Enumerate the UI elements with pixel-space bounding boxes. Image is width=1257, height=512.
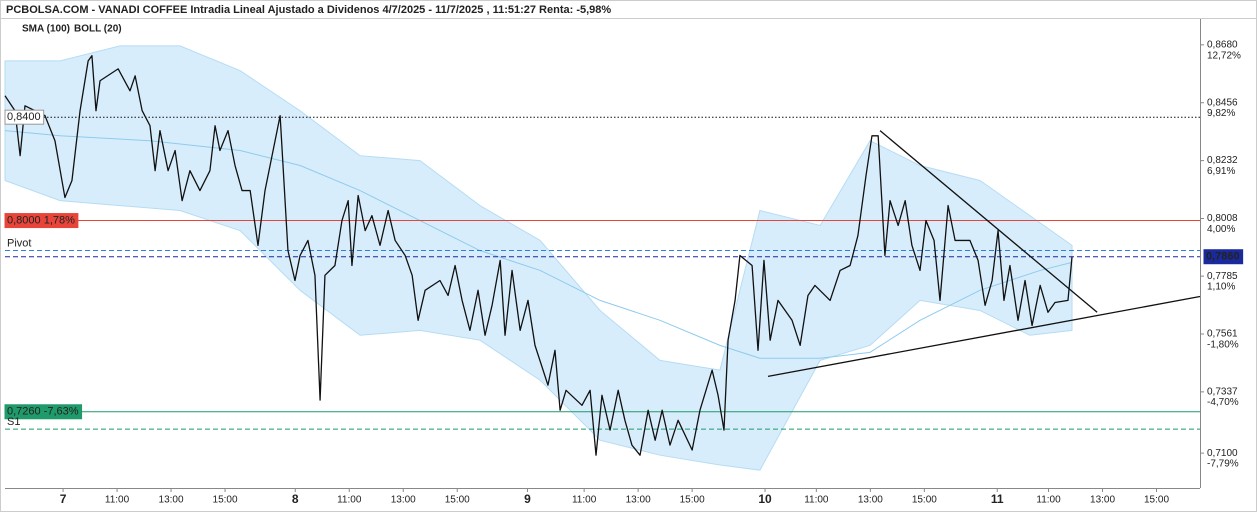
x-tick-label: 13:00 xyxy=(858,495,883,506)
y-tick-label: 0,7100 xyxy=(1207,448,1238,459)
x-tick-label: 11 xyxy=(991,492,1004,506)
level-label-text: 0,8400 xyxy=(7,111,41,123)
trendline xyxy=(879,130,1098,313)
level-label-text: 0,8000 1,78% xyxy=(7,214,75,226)
x-tick-label: 8 xyxy=(292,492,299,506)
y-tick-label: 0,8008 xyxy=(1207,213,1238,224)
trendline xyxy=(767,295,1201,378)
level-label: 0,8000 1,78% xyxy=(4,213,79,229)
level-label-text: S1 xyxy=(7,416,20,428)
y2-tick-label: -4,70% xyxy=(1207,397,1239,408)
x-tick-label: 11:00 xyxy=(804,495,829,506)
x-tick-label: 11:00 xyxy=(105,495,130,506)
y-tick-label: 0,8456 xyxy=(1207,97,1238,108)
y2-tick-label: 12,72% xyxy=(1207,51,1241,62)
x-tick-label: 13:00 xyxy=(1090,495,1115,506)
y2-tick-label: 1,10% xyxy=(1207,282,1235,293)
price-line xyxy=(4,55,1073,456)
x-tick-label: 13:00 xyxy=(626,495,651,506)
y-tick-label: 0,8232 xyxy=(1207,155,1238,166)
y-tick-label: 0,8680 xyxy=(1207,39,1238,50)
level-label: Pivot xyxy=(7,237,31,249)
level-label-box xyxy=(4,213,79,229)
x-tick-label: 15:00 xyxy=(213,495,238,506)
x-tick-label: 13:00 xyxy=(391,495,416,506)
x-tick-label: 7 xyxy=(60,492,67,506)
x-tick-label: 9 xyxy=(524,492,531,506)
y2-tick-label: -1,80% xyxy=(1207,339,1239,350)
x-tick-label: 11:00 xyxy=(572,495,597,506)
band-fill xyxy=(4,45,1073,471)
y2-tick-label: 9,82% xyxy=(1207,108,1235,119)
x-tick-label: 11:00 xyxy=(337,495,362,506)
legend-entry: BOLL (20) xyxy=(74,24,122,35)
level-label: 0,7260 -7,63% xyxy=(4,404,83,420)
level-label: 0,8400 xyxy=(4,109,45,125)
x-tick-label: 10 xyxy=(758,492,772,506)
level-label-box xyxy=(4,404,83,420)
x-tick-label: 15:00 xyxy=(1144,495,1169,506)
x-tick-label: 15:00 xyxy=(912,495,937,506)
y-tick-label: 0,7561 xyxy=(1207,329,1238,340)
y2-tick-label: -7,79% xyxy=(1207,459,1239,470)
level-label: S1 xyxy=(7,416,20,428)
level-label: 0,7860 xyxy=(1203,249,1244,265)
level-label-text: 0,7260 -7,63% xyxy=(7,406,79,418)
sma-line xyxy=(4,130,1073,359)
level-label-box xyxy=(4,109,45,125)
y-tick-label: 0,7785 xyxy=(1207,271,1238,282)
x-tick-label: 13:00 xyxy=(159,495,184,506)
x-tick-label: 15:00 xyxy=(680,495,705,506)
chart-title: PCBOLSA.COM - VANADI COFFEE Intradia Lin… xyxy=(6,4,611,16)
x-tick-label: 15:00 xyxy=(445,495,470,506)
legend-entry: SMA (100) xyxy=(22,24,70,35)
level-label-box xyxy=(1203,249,1244,265)
y2-tick-label: 6,91% xyxy=(1207,166,1235,177)
level-label-text: 0,7860 xyxy=(1206,251,1240,263)
x-tick-label: 11:00 xyxy=(1036,495,1061,506)
y-tick-label: 0,7337 xyxy=(1207,387,1238,398)
y2-tick-label: 4,00% xyxy=(1207,224,1235,235)
level-label-text: Pivot xyxy=(7,237,31,249)
